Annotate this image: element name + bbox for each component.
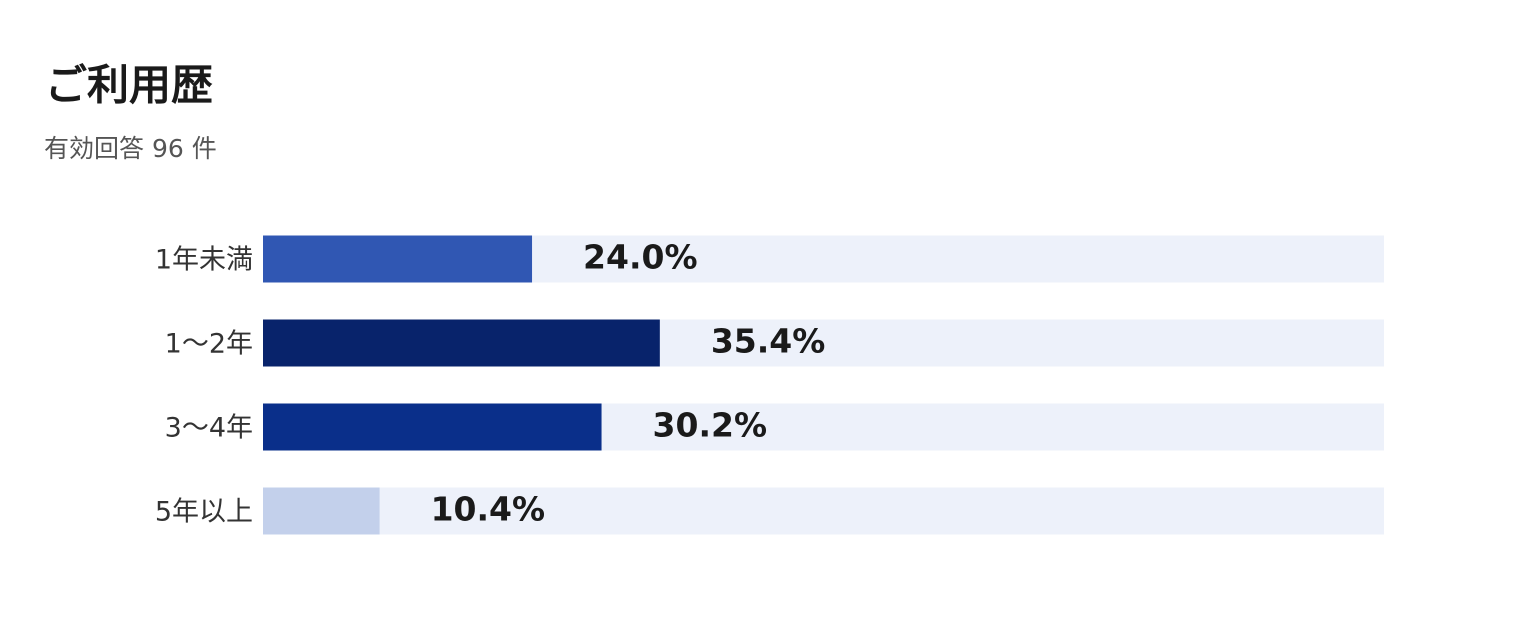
- category-label: 1〜2年: [165, 329, 253, 360]
- category-label: 3〜4年: [165, 413, 253, 444]
- bar: [263, 403, 602, 451]
- value-label: 24.0%: [583, 238, 698, 277]
- bar: [263, 235, 533, 283]
- category-label: 5年以上: [155, 497, 253, 528]
- chart-title: ご利用歴: [45, 61, 213, 110]
- bar: [263, 319, 660, 367]
- value-label: 30.2%: [653, 406, 768, 445]
- bar: [263, 487, 380, 535]
- category-label: 1年未満: [155, 245, 253, 276]
- bar-track: [263, 487, 1384, 535]
- value-label: 35.4%: [711, 322, 826, 361]
- value-label: 10.4%: [431, 490, 545, 529]
- chart-subtitle: 有効回答 96 件: [44, 134, 217, 163]
